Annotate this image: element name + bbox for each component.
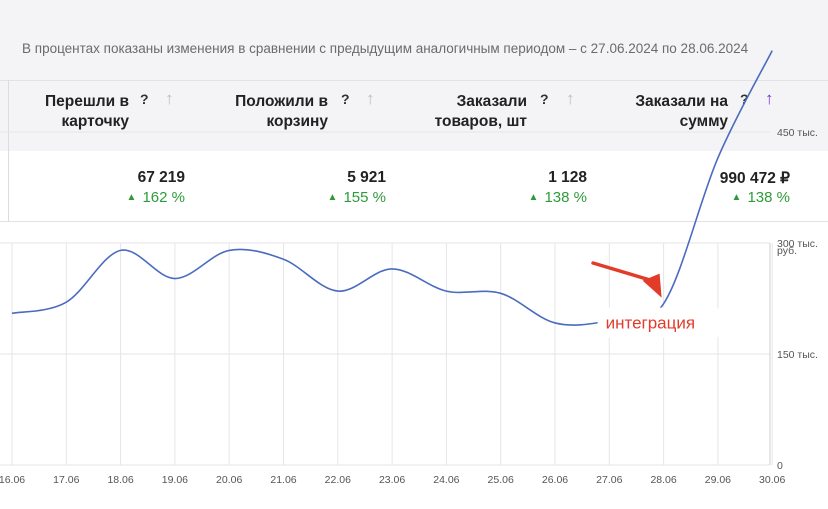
- sort-arrow-icon[interactable]: ↑: [165, 89, 174, 108]
- column-title-line: Заказали: [456, 93, 527, 110]
- metrics-values-row: [0, 151, 828, 222]
- column-title-line: карточку: [61, 113, 130, 130]
- change-value: 162 %: [142, 189, 185, 206]
- x-tick-label: 19.06: [162, 474, 188, 486]
- y-tick-label: 450 тыс.: [777, 127, 818, 139]
- column-header-ordered-units[interactable]: Заказали товаров, шт: [435, 92, 527, 132]
- value-ordered-units: 1 128: [548, 169, 587, 186]
- help-icon[interactable]: ?: [341, 91, 350, 107]
- change-value: 138 %: [747, 189, 790, 206]
- metrics-header-row: [0, 80, 828, 152]
- up-triangle-icon: ▲: [731, 192, 742, 203]
- sort-arrow-icon[interactable]: ↑: [366, 89, 375, 108]
- y-tick-label: 150 тыс.: [777, 349, 818, 361]
- y-axis-unit: руб.: [777, 245, 797, 257]
- sort-arrow-active-icon[interactable]: ↑: [765, 89, 774, 108]
- x-tick-label: 25.06: [488, 474, 514, 486]
- change-card-visits: ▲ 162 %: [127, 189, 185, 206]
- x-tick-label: 21.06: [270, 474, 296, 486]
- column-title-line: товаров, шт: [434, 113, 527, 130]
- table-left-border: [8, 80, 9, 222]
- comparison-note: В процентах показаны изменения в сравнен…: [22, 41, 749, 56]
- column-title-line: корзину: [266, 113, 328, 130]
- value-card-visits: 67 219: [137, 169, 185, 186]
- change-value: 155 %: [343, 189, 386, 206]
- column-title-line: Перешли в: [45, 93, 129, 110]
- annotation-label-background: [597, 307, 720, 338]
- change-ordered-sum: ▲ 138 %: [732, 189, 790, 206]
- help-icon[interactable]: ?: [540, 91, 549, 107]
- x-tick-label: 28.06: [650, 474, 676, 486]
- help-icon[interactable]: ?: [740, 91, 749, 107]
- column-header-added-to-cart[interactable]: Положили в корзину: [235, 92, 328, 132]
- x-tick-label: 27.06: [596, 474, 622, 486]
- x-tick-label: 20.06: [216, 474, 242, 486]
- up-triangle-icon: ▲: [327, 192, 338, 203]
- x-tick-label: 16.06: [0, 474, 25, 486]
- x-tick-label: 17.06: [53, 474, 79, 486]
- x-tick-label: 22.06: [325, 474, 351, 486]
- x-tick-label: 30.06: [759, 474, 785, 486]
- x-tick-label: 23.06: [379, 474, 405, 486]
- y-tick-label: 0: [777, 460, 783, 472]
- column-header-ordered-sum[interactable]: Заказали на сумму: [635, 92, 728, 132]
- series-line: [11, 50, 773, 326]
- annotation-arrowhead: [642, 273, 662, 298]
- value-added-to-cart: 5 921: [347, 169, 386, 186]
- top-band: [0, 0, 828, 80]
- up-triangle-icon: ▲: [528, 192, 539, 203]
- help-icon[interactable]: ?: [140, 91, 149, 107]
- x-tick-label: 18.06: [107, 474, 133, 486]
- column-header-card-visits[interactable]: Перешли в карточку: [45, 92, 129, 132]
- column-title-line: Заказали на: [635, 93, 728, 110]
- x-tick-label: 26.06: [542, 474, 568, 486]
- up-triangle-icon: ▲: [126, 192, 137, 203]
- annotation-label: интеграция: [606, 314, 695, 333]
- change-value: 138 %: [544, 189, 587, 206]
- x-tick-label: 24.06: [433, 474, 459, 486]
- x-tick-label: 29.06: [705, 474, 731, 486]
- value-ordered-sum: 990 472 ₽: [719, 170, 790, 187]
- annotation-arrow-shaft: [591, 261, 658, 284]
- column-title-line: Положили в: [235, 93, 328, 110]
- sort-arrow-icon[interactable]: ↑: [566, 89, 575, 108]
- column-title-line: сумму: [679, 113, 728, 130]
- y-tick-label: 300 тыс.: [777, 238, 818, 250]
- change-added-to-cart: ▲ 155 %: [328, 189, 386, 206]
- change-ordered-units: ▲ 138 %: [529, 189, 587, 206]
